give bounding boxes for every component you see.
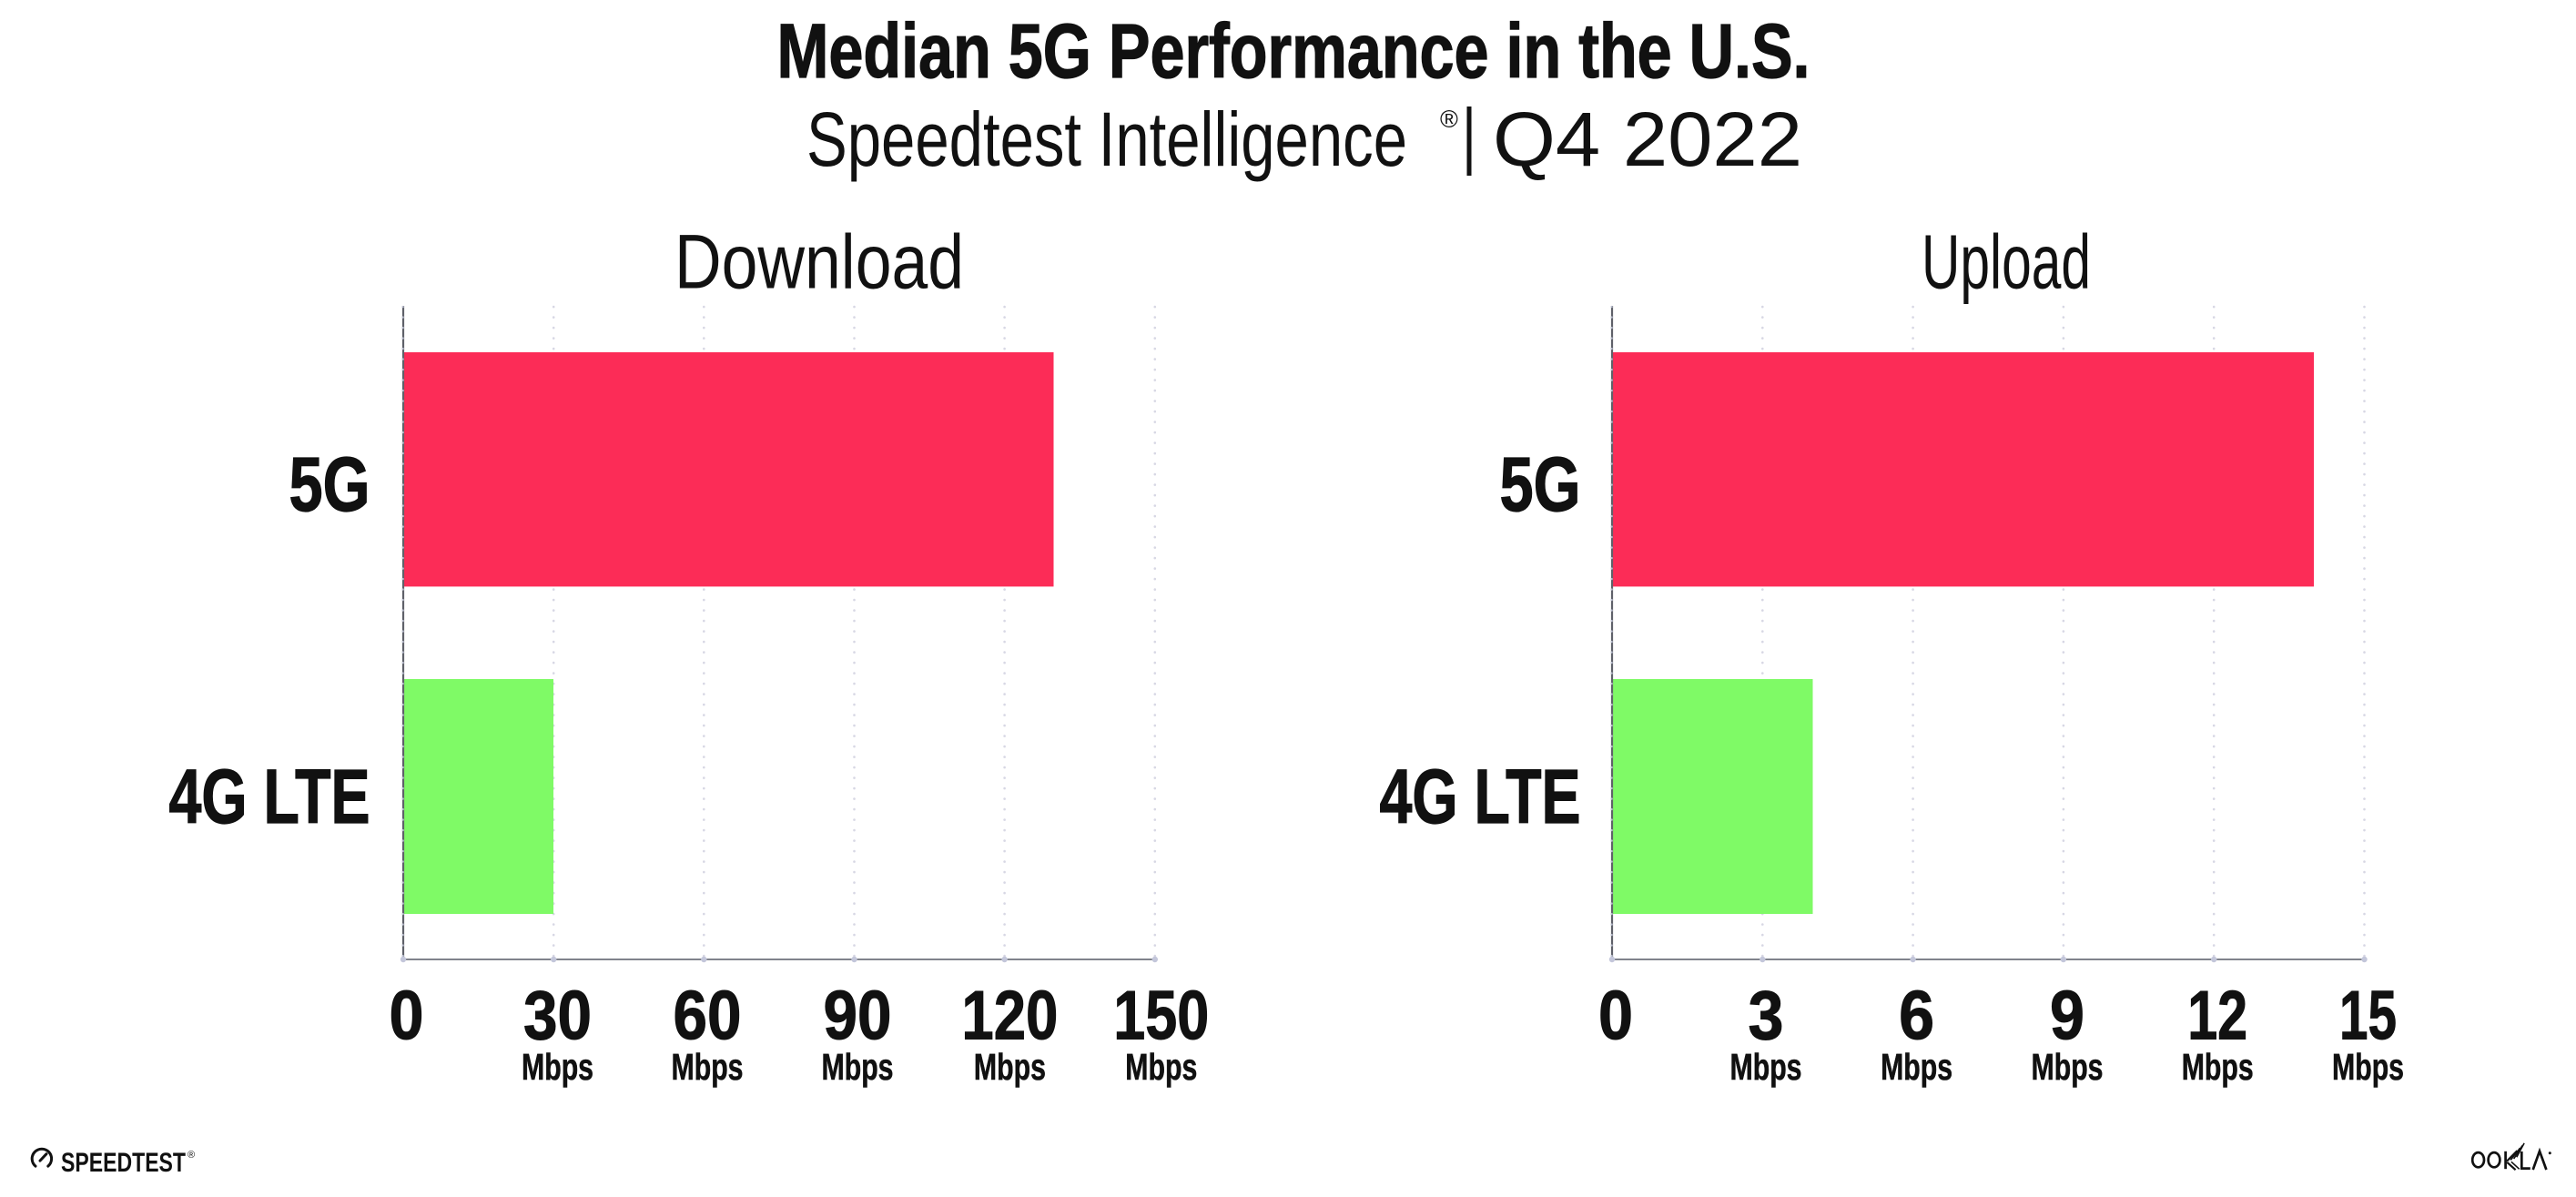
svg-text:4G LTE: 4G LTE	[169, 754, 370, 839]
svg-text:Mbps: Mbps	[2032, 1046, 2104, 1088]
svg-text:Mbps: Mbps	[822, 1046, 894, 1088]
svg-text:Mbps: Mbps	[2182, 1046, 2254, 1088]
svg-text:90: 90	[824, 978, 892, 1055]
svg-text:Mbps: Mbps	[522, 1046, 593, 1088]
svg-text:120: 120	[961, 978, 1058, 1055]
svg-text:9: 9	[2050, 978, 2084, 1055]
svg-text:Mbps: Mbps	[1730, 1046, 1802, 1088]
svg-text:0: 0	[390, 978, 424, 1055]
svg-text:15: 15	[2339, 978, 2397, 1055]
svg-text:®: ®	[188, 1150, 195, 1161]
svg-text:Mbps: Mbps	[2332, 1046, 2404, 1088]
svg-text:Upload: Upload	[1922, 219, 2091, 305]
svg-text:12: 12	[2187, 978, 2247, 1055]
svg-text:3: 3	[1749, 978, 1784, 1055]
svg-text:Mbps: Mbps	[974, 1046, 1046, 1088]
svg-text:5G: 5G	[289, 441, 370, 527]
svg-text:4G LTE: 4G LTE	[1380, 754, 1581, 839]
svg-text:Mbps: Mbps	[1881, 1046, 1952, 1088]
svg-text:Mbps: Mbps	[1125, 1046, 1197, 1088]
svg-text:30: 30	[523, 978, 592, 1055]
svg-text:150: 150	[1113, 978, 1209, 1055]
svg-text:0: 0	[1598, 978, 1633, 1055]
svg-text:SPEEDTEST: SPEEDTEST	[61, 1148, 186, 1178]
svg-text:60: 60	[674, 978, 742, 1055]
svg-text:Download: Download	[674, 219, 964, 305]
svg-text:Median 5G Performance in the U: Median 5G Performance in the U.S.	[777, 8, 1810, 94]
svg-text:6: 6	[1899, 978, 1934, 1055]
svg-text:5G: 5G	[1500, 441, 1581, 527]
svg-text:Speedtest Intelligence: Speedtest Intelligence	[806, 96, 1407, 182]
svg-text:®: ®	[1440, 106, 1458, 133]
svg-text:Mbps: Mbps	[672, 1046, 744, 1088]
svg-text:Q4 2022: Q4 2022	[1493, 96, 1802, 182]
